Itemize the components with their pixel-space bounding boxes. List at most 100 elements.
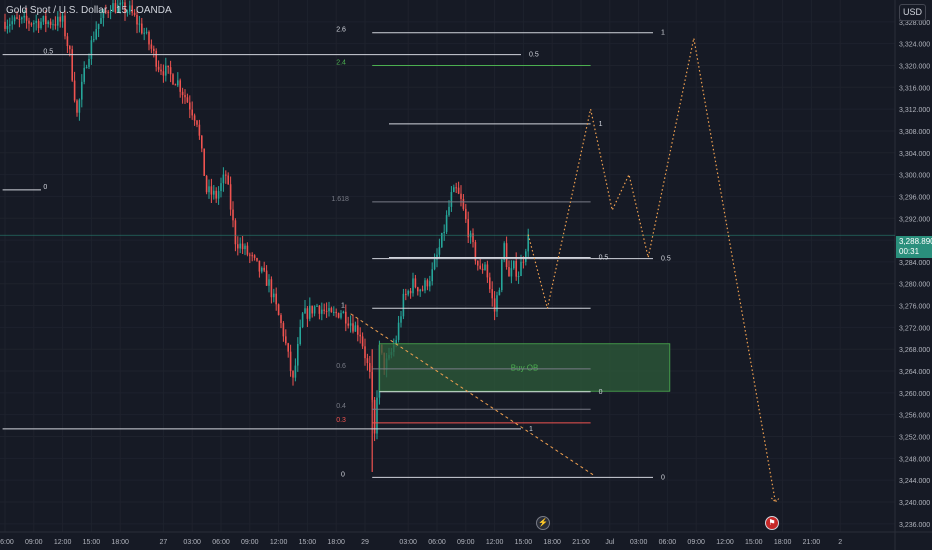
candle-body — [501, 259, 503, 291]
candle-body — [220, 183, 222, 192]
price-axis-tick-label: 3,328.000 — [899, 20, 930, 27]
candle-body — [316, 305, 318, 307]
candle-body — [345, 311, 347, 324]
candle-body — [210, 186, 213, 195]
candle-body — [222, 174, 225, 184]
candle-body — [265, 270, 268, 286]
candle-body — [191, 109, 193, 116]
candle-body — [491, 289, 493, 299]
candle-body — [479, 265, 481, 269]
candle-body — [88, 58, 90, 67]
candle-body — [443, 231, 445, 234]
time-axis-tick-label: 15:00 — [299, 539, 317, 546]
price-axis-tick-label: 3,300.000 — [899, 173, 930, 180]
time-axis-tick-label: 27 — [160, 539, 168, 546]
candle-body — [453, 187, 455, 193]
candle-body — [114, 3, 117, 13]
level-left-label: 1 — [341, 302, 345, 309]
buy-ob-zone[interactable] — [378, 343, 671, 392]
candle-body — [100, 18, 102, 24]
candle-body — [268, 279, 270, 286]
candle-body — [141, 23, 143, 34]
candle-body — [143, 32, 145, 34]
price-axis-tick-label: 3,256.000 — [899, 413, 930, 420]
candle-body — [138, 23, 141, 25]
candle-body — [28, 20, 30, 24]
level-right-label: 0 — [661, 474, 665, 481]
candle-body — [263, 267, 265, 271]
candle-body — [261, 267, 263, 272]
symbol-title[interactable]: Gold Spot / U.S. Dollar · 15 · OANDA — [6, 5, 172, 16]
level-left-label: 2.4 — [336, 59, 346, 66]
candle-body — [42, 16, 45, 22]
price-axis-tick-label: 3,244.000 — [899, 478, 930, 485]
time-axis-tick-label: 15:00 — [745, 539, 763, 546]
time-axis-tick-label: 06:00 — [428, 539, 446, 546]
time-axis-tick-label: 03:00 — [399, 539, 417, 546]
dashed-trend-line[interactable] — [350, 313, 594, 476]
candle-body — [239, 243, 241, 249]
candle-body — [169, 67, 172, 75]
candle-body — [95, 29, 97, 40]
time-axis-tick-label: 09:00 — [241, 539, 259, 546]
candle-body — [181, 91, 184, 96]
candle-body — [450, 192, 453, 207]
level-right-label: 0 — [599, 389, 603, 396]
currency-button[interactable]: USD — [899, 4, 926, 21]
candle-body — [503, 243, 505, 260]
candle-body — [85, 66, 88, 68]
candle-body — [208, 186, 210, 193]
time-axis-tick-label: 18:00 — [327, 539, 345, 546]
candle-body — [11, 21, 13, 25]
candle-body — [325, 310, 328, 312]
level-right-label: 0.5 — [661, 256, 671, 263]
candle-body — [335, 311, 337, 314]
candle-body — [229, 184, 232, 210]
flag-icon[interactable]: ⚑ — [765, 516, 779, 530]
candle-body — [253, 255, 256, 258]
candle-body — [445, 215, 448, 232]
candle-body — [395, 339, 397, 346]
time-axis-tick-label: 06:00 — [212, 539, 230, 546]
candle-body — [407, 290, 409, 295]
level-left-label: 0.5 — [43, 49, 53, 56]
time-axis-tick-label: 12:00 — [486, 539, 504, 546]
level-right-label: 0.5 — [529, 52, 539, 59]
time-axis-tick-label: Jul — [605, 539, 614, 546]
lightning-icon[interactable]: ⚡ — [536, 516, 550, 530]
candle-body — [412, 278, 414, 294]
candle-body — [498, 290, 501, 296]
candle-body — [417, 287, 419, 292]
candle-body — [515, 260, 517, 277]
candle-body — [477, 260, 479, 266]
candle-body — [304, 308, 306, 314]
candle-body — [227, 175, 229, 185]
candle-body — [349, 323, 352, 326]
projection-arrowhead — [771, 497, 780, 503]
candle-body — [186, 97, 189, 103]
candle-body — [484, 264, 486, 271]
time-axis-tick-label: 03:00 — [183, 539, 201, 546]
candle-body — [354, 325, 357, 332]
candle-body — [352, 323, 354, 332]
candle-body — [66, 36, 69, 47]
candle-body — [402, 293, 405, 317]
price-axis-tick-label: 3,236.000 — [899, 522, 930, 529]
candle-body — [9, 24, 11, 26]
candle-body — [323, 309, 325, 311]
candle-body — [273, 293, 275, 298]
candle-body — [462, 198, 465, 209]
candle-body — [25, 15, 28, 21]
candle-body — [333, 311, 335, 313]
candle-body — [234, 220, 237, 245]
price-axis-tick-label: 3,248.000 — [899, 456, 930, 463]
candle-body — [347, 323, 349, 326]
candle-body — [486, 264, 489, 278]
candle-body — [465, 208, 467, 220]
level-left-label: 0.3 — [336, 417, 346, 424]
candle-body — [508, 266, 510, 277]
time-axis-tick-label: 21:00 — [803, 539, 821, 546]
candle-body — [467, 219, 469, 238]
candle-body — [47, 21, 49, 25]
